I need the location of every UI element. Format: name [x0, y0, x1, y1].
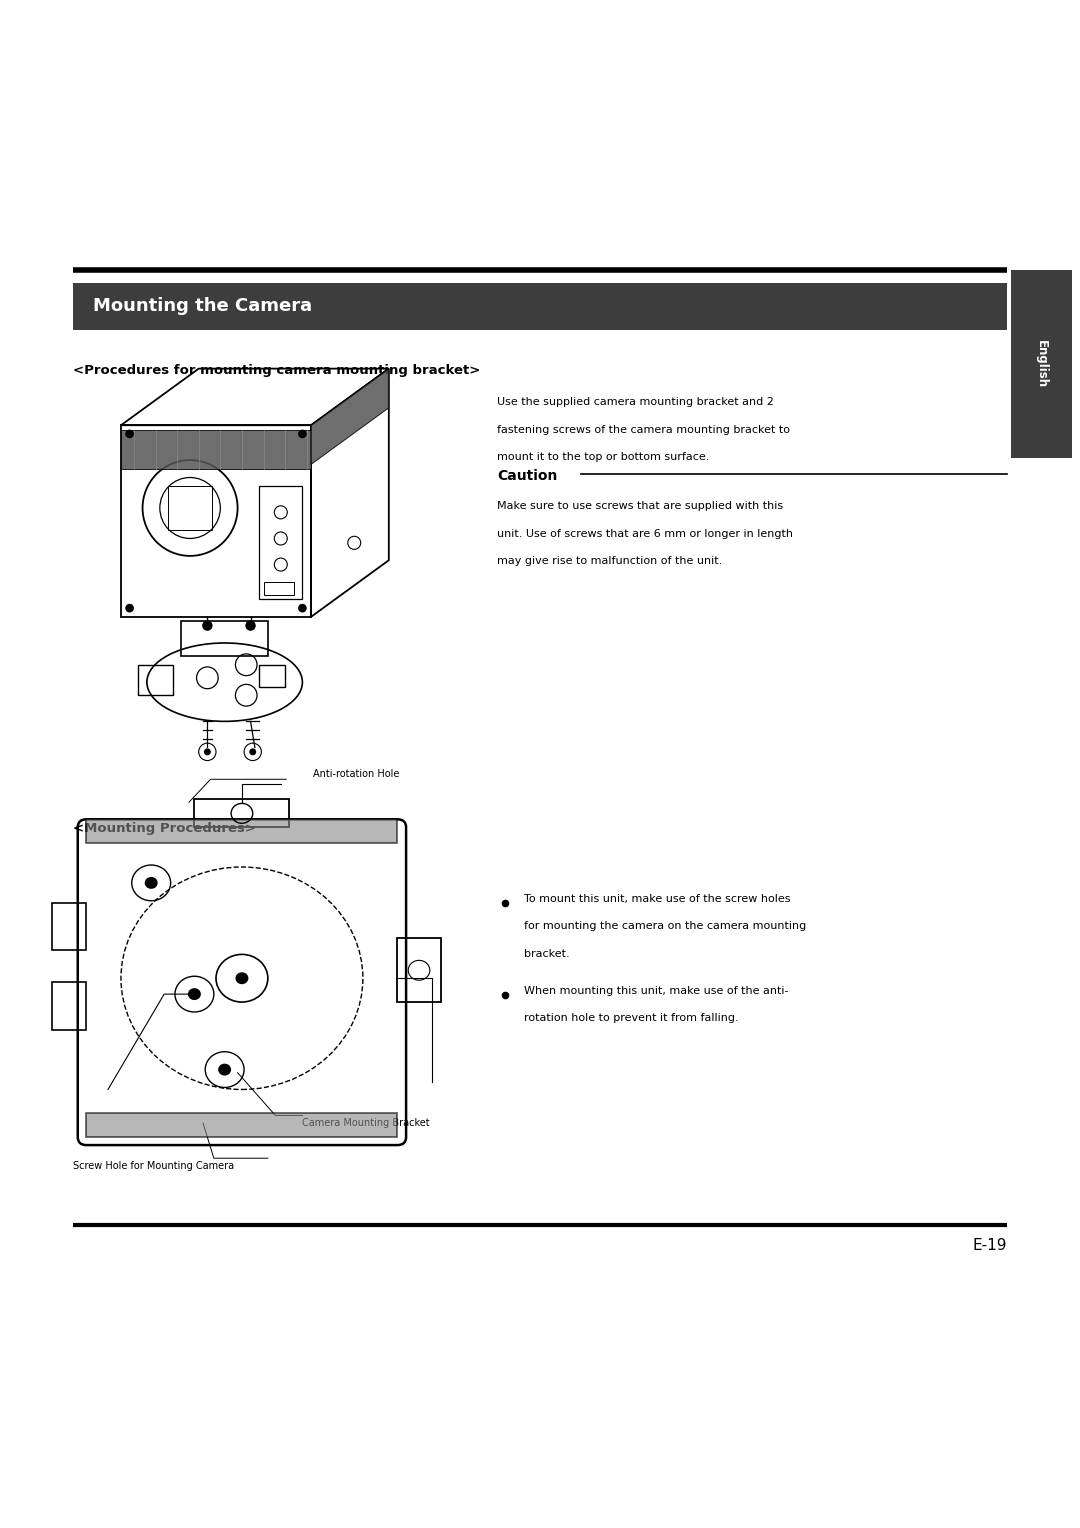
Text: mount it to the top or bottom surface.: mount it to the top or bottom surface.	[497, 452, 710, 463]
Bar	[168, 486, 212, 530]
Text: <Procedures for mounting camera mounting bracket>: <Procedures for mounting camera mounting…	[73, 364, 481, 377]
Circle shape	[235, 972, 248, 984]
Text: When mounting this unit, make use of the anti-: When mounting this unit, make use of the…	[524, 986, 788, 996]
Circle shape	[125, 604, 134, 613]
Bar	[397, 938, 441, 1002]
Circle shape	[249, 749, 256, 755]
Bar	[264, 582, 294, 594]
Bar	[52, 983, 86, 1030]
Text: <Mounting Procedures>: <Mounting Procedures>	[73, 822, 256, 836]
Bar	[52, 903, 86, 950]
Text: bracket.: bracket.	[524, 949, 569, 960]
Bar	[121, 429, 311, 469]
Circle shape	[202, 620, 213, 631]
Bar	[1011, 270, 1072, 458]
Text: for mounting the camera on the camera mounting: for mounting the camera on the camera mo…	[524, 921, 806, 932]
Circle shape	[188, 989, 201, 999]
Circle shape	[145, 877, 158, 889]
Polygon shape	[311, 368, 389, 465]
Bar	[259, 665, 285, 686]
Text: Screw Hole for Mounting Camera: Screw Hole for Mounting Camera	[73, 1161, 234, 1172]
Bar	[194, 799, 289, 827]
Text: Anti-rotation Hole: Anti-rotation Hole	[313, 769, 400, 779]
Text: Use the supplied camera mounting bracket and 2: Use the supplied camera mounting bracket…	[497, 397, 773, 408]
Bar	[259, 486, 302, 599]
Text: Caution: Caution	[497, 469, 557, 483]
Bar	[86, 819, 397, 843]
Circle shape	[218, 1063, 231, 1076]
Text: unit. Use of screws that are 6 mm or longer in length: unit. Use of screws that are 6 mm or lon…	[497, 529, 793, 539]
Text: To mount this unit, make use of the screw holes: To mount this unit, make use of the scre…	[524, 894, 791, 905]
Bar	[86, 1114, 397, 1137]
Text: Camera Mounting Bracket: Camera Mounting Bracket	[302, 1118, 430, 1129]
Text: may give rise to malfunction of the unit.: may give rise to malfunction of the unit…	[497, 556, 723, 567]
Circle shape	[125, 429, 134, 439]
Circle shape	[245, 620, 256, 631]
Bar	[138, 665, 173, 695]
Circle shape	[204, 749, 211, 755]
Text: Make sure to use screws that are supplied with this: Make sure to use screws that are supplie…	[497, 501, 783, 512]
Text: fastening screws of the camera mounting bracket to: fastening screws of the camera mounting …	[497, 425, 789, 435]
Text: E-19: E-19	[972, 1238, 1007, 1253]
Circle shape	[298, 429, 307, 439]
Text: rotation hole to prevent it from falling.: rotation hole to prevent it from falling…	[524, 1013, 739, 1024]
Bar	[73, 283, 1007, 330]
Text: Mounting the Camera: Mounting the Camera	[93, 298, 312, 315]
Text: English: English	[1035, 341, 1049, 388]
Circle shape	[298, 604, 307, 613]
Bar	[181, 622, 268, 656]
